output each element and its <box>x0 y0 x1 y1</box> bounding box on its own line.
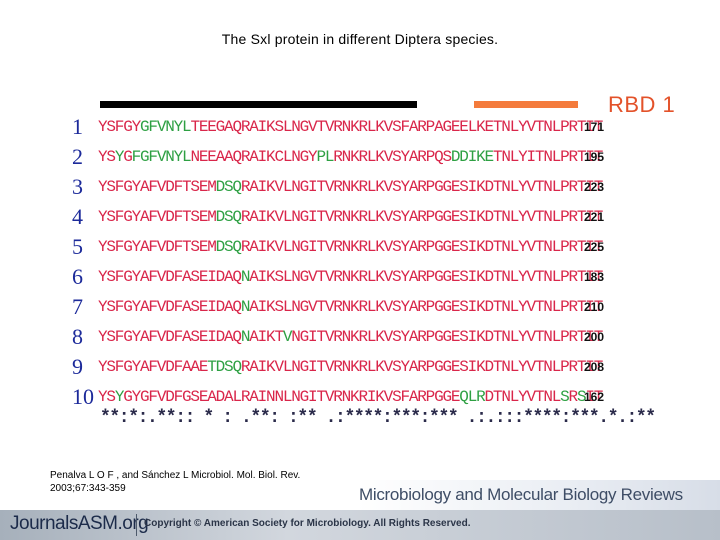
row-number: 5 <box>72 234 83 259</box>
rbd-label: RBD 1 <box>608 92 676 117</box>
variant-residues: S <box>576 388 587 406</box>
variant-residues: TDSQ <box>207 358 242 376</box>
sequence-residues: NGITVRNKRLKVSYARPGGESIKDTNLYVTNLPRTIT <box>291 328 603 346</box>
alignment-row: 1 YSFGYGFVNYLTEEGAQRAIKSLNGVTVRNKRLKVSFAR… <box>72 112 632 142</box>
sequence-residues: YSFGYAFVDFTSEM <box>98 178 217 196</box>
sequence: YSFGYGFVNYLTEEGAQRAIKSLNGVTVRNKRLKVSFARP… <box>98 118 603 136</box>
variant-residues: N <box>240 268 251 286</box>
variant-residues: DSQ <box>215 238 242 256</box>
sequence-residues: YS <box>98 388 116 406</box>
variant-residues: V <box>282 328 293 346</box>
residue-position: 208 <box>584 360 605 374</box>
sequence-residues: G <box>123 148 133 166</box>
asm-logo[interactable]: JournalsASM.org <box>10 513 149 534</box>
residue-position: 221 <box>584 210 605 224</box>
alignment-row: 5 YSFGYAFVDFTSEMDSQRAIKVLNGITVRNKRLKVSYAR… <box>72 232 632 262</box>
alignment-row: 4 YSFGYAFVDFTSEMDSQRAIKVLNGITVRNKRLKVSYAR… <box>72 202 632 232</box>
variant-residues: FGFVNYL <box>131 148 192 166</box>
sequence-residues: RAIKVLNGITVRNKRLKVSYARPGGESIKDTNLYVTNLPR… <box>240 178 603 196</box>
footer-bar: JournalsASM.org Copyright © American Soc… <box>0 510 720 540</box>
sequence-residues: AIKSLNGVTVRNKRLKVSYARPGGESIKDTNLYVTNLPRT… <box>249 298 603 316</box>
sequence-residues: YSFGYAFVDFASEIDAQ <box>98 268 242 286</box>
rbd1-bar <box>474 101 578 108</box>
slide-title: The Sxl protein in different Diptera spe… <box>221 31 499 47</box>
sequence-residues: YSFGYAFVDFAAE <box>98 358 208 376</box>
sequence-residues: TEEGAQRAIKSLNGVTVRNKRLKVSFARPAGEELKETNLY… <box>190 118 603 136</box>
residue-position: 200 <box>584 330 605 344</box>
journal-banner: Microbiology and Molecular Biology Revie… <box>357 480 720 510</box>
residue-position: 183 <box>584 270 605 284</box>
citation-line-2: 2003;67:343-359 <box>50 483 126 494</box>
alignment-row: 8 YSFGYAFVDFASEIDAQNAIKTVNGITVRNKRLKVSYAR… <box>72 322 632 352</box>
sequence-residues: YSFGYAFVDFASEIDAQ <box>98 298 242 316</box>
copyright-notice: Copyright © American Society for Microbi… <box>144 518 471 529</box>
sequence: YSYGFGFVNYLNEEAAQRAIKCLNGYPLRNKRLKVSYARP… <box>98 148 603 166</box>
row-number: 1 <box>72 114 83 139</box>
sequence: YSYGYGFVDFGSEADALRAINNLNGITVRNKRIKVSFARP… <box>98 388 603 406</box>
sequence-residues: YSFGY <box>98 118 141 136</box>
residue-position: 171 <box>584 120 605 134</box>
sequence-residues: R <box>568 388 579 406</box>
footer-divider <box>136 514 137 536</box>
residue-position: 195 <box>584 150 605 164</box>
row-number: 6 <box>72 264 83 289</box>
sequence-residues: NEEAAQRAIKCLNGY <box>190 148 317 166</box>
sequence-residues: YSFGYAFVDFASEIDAQ <box>98 328 242 346</box>
sequence: YSFGYAFVDFTSEMDSQRAIKVLNGITVRNKRLKVSYARP… <box>98 178 603 196</box>
variant-residues: N <box>240 298 251 316</box>
sequence-residues: RAIKVLNGITVRNKRLKVSYARPGGESIKDTNLYVTNLPR… <box>240 238 603 256</box>
variant-residues: DSQ <box>215 178 242 196</box>
row-number: 9 <box>72 354 83 379</box>
variant-residues: QLR <box>459 388 485 406</box>
sequence: YSFGYAFVDFASEIDAQNAIKTVNGITVRNKRLKVSYARP… <box>98 328 603 346</box>
residue-position: 210 <box>584 300 605 314</box>
row-number: 7 <box>72 294 83 319</box>
variant-residues: PL <box>316 148 334 166</box>
citation-line-1: Penalva L O F , and Sánchez L Microbiol.… <box>50 470 301 481</box>
sequence-residues: DTNLYVTNL <box>484 388 562 406</box>
residue-position: 162 <box>584 390 605 404</box>
sequence-residues: RAIKVLNGITVRNKRLKVSYARPGGESIKDTNLYVTNLPR… <box>240 358 603 376</box>
alignment-row: 7 YSFGYAFVDFASEIDAQNAIKSLNGVTVRNKRLKVSYAR… <box>72 292 632 322</box>
citation: Penalva L O F , and Sánchez L Microbiol.… <box>50 469 360 495</box>
sequence: YSFGYAFVDFTSEMDSQRAIKVLNGITVRNKRLKVSYARP… <box>98 208 603 226</box>
variant-residues: DDIKE <box>450 148 494 166</box>
variant-residues: N <box>240 328 251 346</box>
sequence-residues: YS <box>98 148 116 166</box>
residue-position: 225 <box>584 240 605 254</box>
sequence-residues: RAIKVLNGITVRNKRLKVSYARPGGESIKDTNLYVTNLPR… <box>240 208 603 226</box>
sequence-residues: AIKSLNGVTVRNKRLKVSYARPGGESIKDTNLYVTNLPRT… <box>249 268 603 286</box>
region-bar-black <box>100 101 417 108</box>
alignment-row: 3 YSFGYAFVDFTSEMDSQRAIKVLNGITVRNKRLKVSYAR… <box>72 172 632 202</box>
sequence-alignment: 1 YSFGYGFVNYLTEEGAQRAIKSLNGVTVRNKRLKVSFAR… <box>72 112 632 412</box>
row-number: 10 <box>72 384 94 409</box>
variant-residues: GFVNYL <box>140 118 192 136</box>
variant-residues: S <box>560 388 570 406</box>
sequence: YSFGYAFVDFAAETDSQRAIKVLNGITVRNKRLKVSYARP… <box>98 358 603 376</box>
row-number: 3 <box>72 174 83 199</box>
alignment-row: 9 YSFGYAFVDFAAETDSQRAIKVLNGITVRNKRLKVSYAR… <box>72 352 632 382</box>
sequence-residues: IT <box>585 388 603 406</box>
sequence-residues: RNKRLKVSYARPQS <box>333 148 452 166</box>
alignment-row: 6 YSFGYAFVDFASEIDAQNAIKSLNGVTVRNKRLKVSYAR… <box>72 262 632 292</box>
journal-name: Microbiology and Molecular Biology Revie… <box>359 485 683 504</box>
alignment-row: 10 YSYGYGFVDFGSEADALRAINNLNGITVRNKRIKVSFA… <box>72 382 632 412</box>
row-number: 2 <box>72 144 83 169</box>
sequence: YSFGYAFVDFASEIDAQNAIKSLNGVTVRNKRLKVSYARP… <box>98 298 603 316</box>
variant-residues: Y <box>114 148 125 166</box>
variant-residues: Y <box>114 388 125 406</box>
row-number: 4 <box>72 204 83 229</box>
variant-residues: DSQ <box>215 208 242 226</box>
sequence-residues: AIKT <box>249 328 284 346</box>
sequence-residues: GYGFVDFGSEADALRAINNLNGITVRNKRIKVSFARPGGE <box>123 388 460 406</box>
sequence: YSFGYAFVDFASEIDAQNAIKSLNGVTVRNKRLKVSYARP… <box>98 268 603 286</box>
sequence-residues: YSFGYAFVDFTSEM <box>98 208 217 226</box>
conservation-line: **:*:.**:: * : .**: :** .:****:***:*** .… <box>100 408 656 428</box>
alignment-row: 2 YSYGFGFVNYLNEEAAQRAIKCLNGYPLRNKRLKVSYAR… <box>72 142 632 172</box>
residue-position: 223 <box>584 180 605 194</box>
row-number: 8 <box>72 324 83 349</box>
sequence-residues: TNLYITNLPRTIT <box>492 148 603 166</box>
sequence-residues: YSFGYAFVDFTSEM <box>98 238 217 256</box>
sequence: YSFGYAFVDFTSEMDSQRAIKVLNGITVRNKRLKVSYARP… <box>98 238 603 256</box>
